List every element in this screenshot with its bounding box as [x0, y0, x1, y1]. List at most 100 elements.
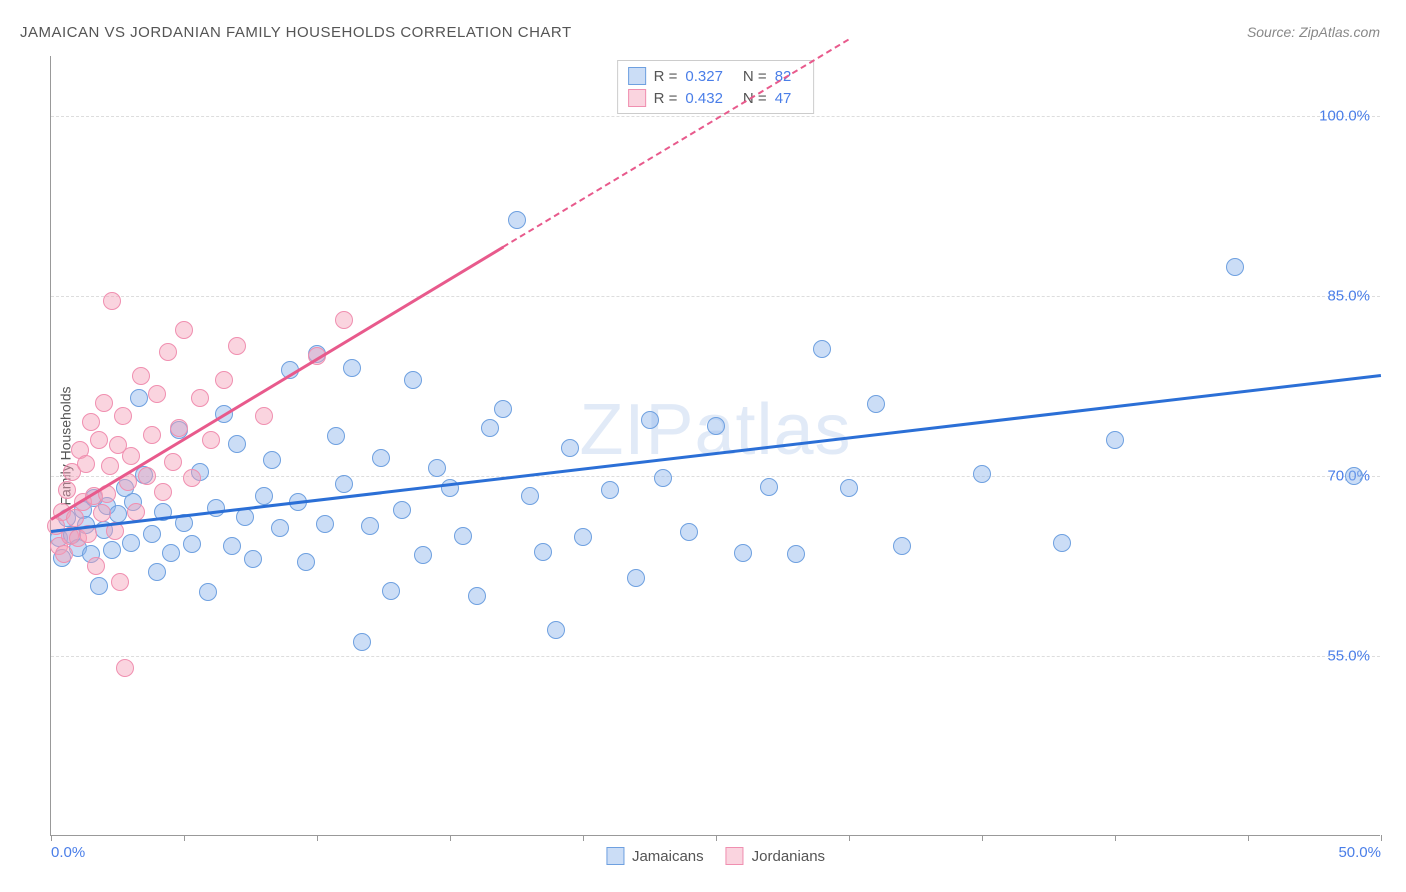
data-point — [813, 340, 831, 358]
data-point — [103, 292, 121, 310]
data-point — [95, 394, 113, 412]
data-point — [183, 469, 201, 487]
legend-swatch — [628, 67, 646, 85]
data-point — [143, 426, 161, 444]
x-tick — [716, 835, 717, 841]
data-point — [382, 582, 400, 600]
legend-swatch — [606, 847, 624, 865]
data-point — [116, 659, 134, 677]
data-point — [162, 544, 180, 562]
data-point — [77, 455, 95, 473]
data-point — [82, 413, 100, 431]
data-point — [93, 504, 111, 522]
x-tick — [583, 835, 584, 841]
data-point — [627, 569, 645, 587]
gridline — [51, 476, 1380, 477]
data-point — [132, 367, 150, 385]
data-point — [183, 535, 201, 553]
data-point — [236, 508, 254, 526]
data-point — [148, 563, 166, 581]
data-point — [228, 337, 246, 355]
data-point — [534, 543, 552, 561]
data-point — [335, 311, 353, 329]
data-point — [255, 407, 273, 425]
data-point — [297, 553, 315, 571]
source-label: Source: ZipAtlas.com — [1247, 24, 1380, 40]
x-tick — [184, 835, 185, 841]
data-point — [867, 395, 885, 413]
data-point — [148, 385, 166, 403]
y-tick-label: 85.0% — [1327, 288, 1370, 305]
data-point — [130, 389, 148, 407]
data-point — [164, 453, 182, 471]
data-point — [481, 419, 499, 437]
r-label: R = — [654, 90, 678, 107]
data-point — [1345, 467, 1363, 485]
data-point — [641, 411, 659, 429]
data-point — [973, 465, 991, 483]
n-label: N = — [743, 90, 767, 107]
data-point — [561, 439, 579, 457]
data-point — [122, 447, 140, 465]
data-point — [111, 573, 129, 591]
x-tick-label: 50.0% — [1338, 844, 1381, 861]
stats-row: R =0.432N =47 — [628, 87, 804, 109]
data-point — [103, 541, 121, 559]
data-point — [223, 537, 241, 555]
data-point — [787, 545, 805, 563]
data-point — [55, 545, 73, 563]
chart-area: ZIPatlas R =0.327N =82R =0.432N =47 Jama… — [50, 56, 1380, 836]
data-point — [101, 457, 119, 475]
data-point — [494, 400, 512, 418]
r-label: R = — [654, 68, 678, 85]
data-point — [654, 469, 672, 487]
legend-label: Jamaicans — [632, 848, 704, 865]
y-tick-label: 55.0% — [1327, 648, 1370, 665]
r-value: 0.432 — [685, 90, 723, 107]
data-point — [335, 475, 353, 493]
legend-swatch — [726, 847, 744, 865]
gridline — [51, 296, 1380, 297]
n-label: N = — [743, 68, 767, 85]
data-point — [361, 517, 379, 535]
data-point — [601, 481, 619, 499]
data-point — [343, 359, 361, 377]
r-value: 0.327 — [685, 68, 723, 85]
data-point — [143, 525, 161, 543]
data-point — [215, 371, 233, 389]
data-point — [707, 417, 725, 435]
data-point — [90, 431, 108, 449]
data-point — [468, 587, 486, 605]
legend-swatch — [628, 89, 646, 107]
legend-item: Jordanians — [726, 847, 825, 865]
data-point — [1226, 258, 1244, 276]
data-point — [207, 499, 225, 517]
data-point — [393, 501, 411, 519]
x-tick — [51, 835, 52, 841]
data-point — [263, 451, 281, 469]
data-point — [170, 419, 188, 437]
data-point — [734, 544, 752, 562]
data-point — [454, 527, 472, 545]
data-point — [414, 546, 432, 564]
data-point — [404, 371, 422, 389]
stats-legend-box: R =0.327N =82R =0.432N =47 — [617, 60, 815, 114]
data-point — [244, 550, 262, 568]
data-point — [327, 427, 345, 445]
data-point — [87, 557, 105, 575]
data-point — [271, 519, 289, 537]
data-point — [159, 343, 177, 361]
data-point — [1106, 431, 1124, 449]
data-point — [175, 321, 193, 339]
x-tick — [450, 835, 451, 841]
data-point — [521, 487, 539, 505]
data-point — [202, 431, 220, 449]
data-point — [122, 534, 140, 552]
data-point — [199, 583, 217, 601]
x-tick — [1115, 835, 1116, 841]
data-point — [228, 435, 246, 453]
stats-row: R =0.327N =82 — [628, 65, 804, 87]
data-point — [428, 459, 446, 477]
data-point — [138, 467, 156, 485]
data-point — [680, 523, 698, 541]
